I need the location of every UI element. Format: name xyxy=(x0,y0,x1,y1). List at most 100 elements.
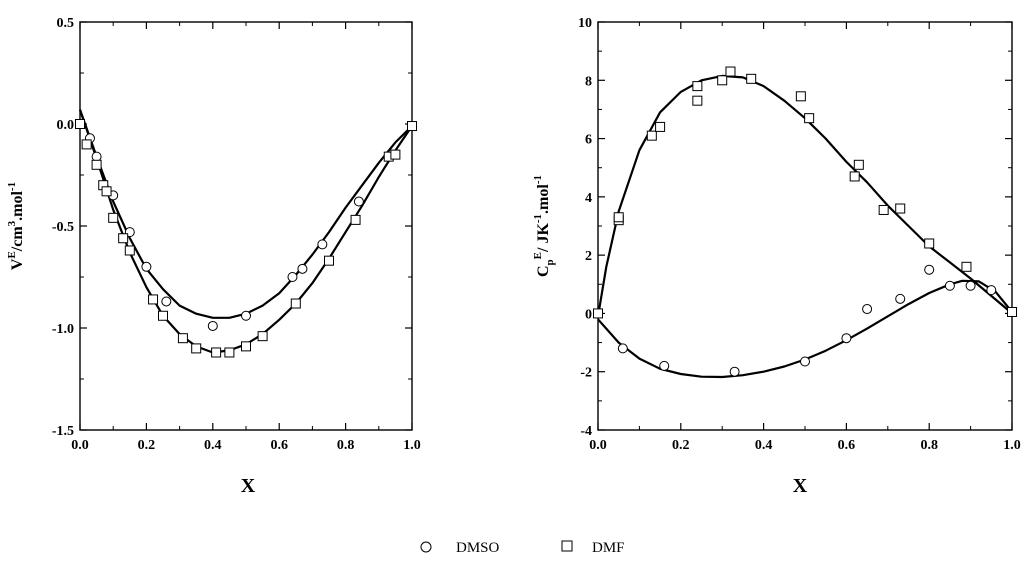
y-tick-label: 0.5 xyxy=(57,16,75,31)
y-label-sub: p xyxy=(544,259,556,265)
fit-curve xyxy=(597,279,1013,379)
left-panel-vE: 0.0 0.2 0.4 0.6 0.8 1.0 -1.5 -1.0 -0.5 0.0 0.5 X VE/… xyxy=(6,16,421,497)
data-point-dmf xyxy=(81,139,92,150)
y-label-main: C xyxy=(535,265,552,277)
data-point-dmf xyxy=(75,119,85,129)
data-point-dmf xyxy=(118,233,129,244)
y-axis-label: VE/cm3.mol-1 xyxy=(6,182,26,270)
x-tick-label: 0.4 xyxy=(204,438,222,453)
data-point-dmf xyxy=(211,347,222,358)
data-point-dmf xyxy=(878,204,889,215)
data-point-dmso xyxy=(965,280,976,291)
legend: DMSO DMF xyxy=(420,540,625,556)
x-tick-label: 0.4 xyxy=(755,438,773,453)
y-tick-label: -4 xyxy=(580,424,592,439)
data-point-dmf xyxy=(593,308,603,319)
y-label-sup3: -1 xyxy=(532,175,544,184)
y-label-rest: /cm xyxy=(9,226,26,253)
data-point-dmso xyxy=(617,343,628,354)
data-point-dmf xyxy=(257,331,268,342)
data-point-dmf xyxy=(655,121,666,132)
data-point-dmf xyxy=(191,343,202,354)
y-tick-label: 0 xyxy=(585,307,592,322)
data-point-dmf xyxy=(290,298,301,309)
data-point-dmso xyxy=(317,239,328,250)
data-point-dmso xyxy=(353,196,364,207)
data-point-dmf xyxy=(108,212,119,223)
y-label-sup: E xyxy=(532,252,544,259)
data-point-dmso xyxy=(297,263,308,274)
x-tick-label: 0.6 xyxy=(270,438,288,453)
y-label-rest2: .mol xyxy=(9,191,26,221)
data-point-dmf xyxy=(795,91,806,102)
x-tick-label: 0.0 xyxy=(589,438,607,453)
legend-label-dmf: DMF xyxy=(592,540,625,556)
data-point-dmso xyxy=(986,285,997,296)
data-point-dmso xyxy=(944,280,955,291)
x-axis-label: X xyxy=(241,475,256,497)
data-point-dmso xyxy=(841,333,852,344)
data-point-dmso xyxy=(161,296,172,307)
x-axis-label: X xyxy=(793,475,808,497)
data-point-dmso xyxy=(659,360,670,371)
data-point-dmso xyxy=(91,151,102,162)
data-point-dmf xyxy=(849,171,860,182)
y-label-sup2: 3 xyxy=(6,220,18,226)
y-label-sup: E xyxy=(6,251,18,258)
y-tick-label: -1.0 xyxy=(52,322,74,337)
x-tick-label: 0.8 xyxy=(337,438,355,453)
data-point-dmf xyxy=(1007,306,1017,317)
data-point-dmf xyxy=(177,333,188,344)
y-tick-label: -0.5 xyxy=(52,220,74,235)
data-point-dmf xyxy=(692,95,703,106)
data-point-dmf xyxy=(91,159,102,170)
data-point-dmso xyxy=(141,261,152,272)
data-point-dmso xyxy=(862,304,873,315)
y-label-rest2: .mol xyxy=(535,184,552,214)
legend-marker-circle xyxy=(420,541,432,553)
y-tick-label: -1.5 xyxy=(52,424,74,439)
fit-curve xyxy=(78,109,413,319)
data-point-dmf xyxy=(613,212,624,223)
x-tick-label: 0.2 xyxy=(138,438,156,453)
data-point-dmf xyxy=(746,73,757,84)
legend-label-dmso: DMSO xyxy=(456,540,500,556)
plot-frame xyxy=(79,21,413,431)
x-tick-label: 0.6 xyxy=(838,438,856,453)
y-tick-label: 10 xyxy=(578,16,592,31)
data-point-dmf xyxy=(895,203,906,214)
data-point-dmf xyxy=(101,186,112,197)
data-point-dmso xyxy=(729,366,740,377)
data-point-dmso xyxy=(241,310,251,321)
data-point-dmf xyxy=(853,159,864,170)
data-point-dmf xyxy=(148,294,159,305)
data-point-dmso xyxy=(287,272,298,282)
data-point-dmf xyxy=(961,261,972,272)
data-point-dmf xyxy=(407,121,417,132)
y-tick-label: 2 xyxy=(585,249,592,264)
y-tick-label: 8 xyxy=(585,74,592,89)
y-tick-label: 6 xyxy=(585,133,592,148)
data-point-dmf xyxy=(717,75,728,86)
x-tick-label: 0.8 xyxy=(920,438,938,453)
y-label-sup2: -1 xyxy=(532,214,544,223)
data-point-dmf xyxy=(646,130,657,141)
data-point-dmf xyxy=(124,245,135,256)
data-point-dmf xyxy=(350,214,361,225)
y-label-sup3: -1 xyxy=(6,182,18,191)
data-point-dmf xyxy=(224,347,235,358)
y-tick-label: -2 xyxy=(580,366,592,381)
data-point-dmf xyxy=(924,238,935,249)
x-tick-label: 1.0 xyxy=(1003,438,1021,453)
fit-curve xyxy=(596,74,1013,317)
y-tick-label: 0.0 xyxy=(57,118,75,133)
x-tick-label: 0.2 xyxy=(672,438,690,453)
y-label-main: V xyxy=(9,258,26,270)
data-point-dmso xyxy=(800,356,810,367)
data-point-dmf xyxy=(324,255,334,266)
y-tick-label: 4 xyxy=(585,191,592,206)
data-point-dmf xyxy=(390,149,401,160)
x-tick-label: 0.0 xyxy=(71,438,89,453)
y-label-rest: / JK xyxy=(535,223,552,253)
